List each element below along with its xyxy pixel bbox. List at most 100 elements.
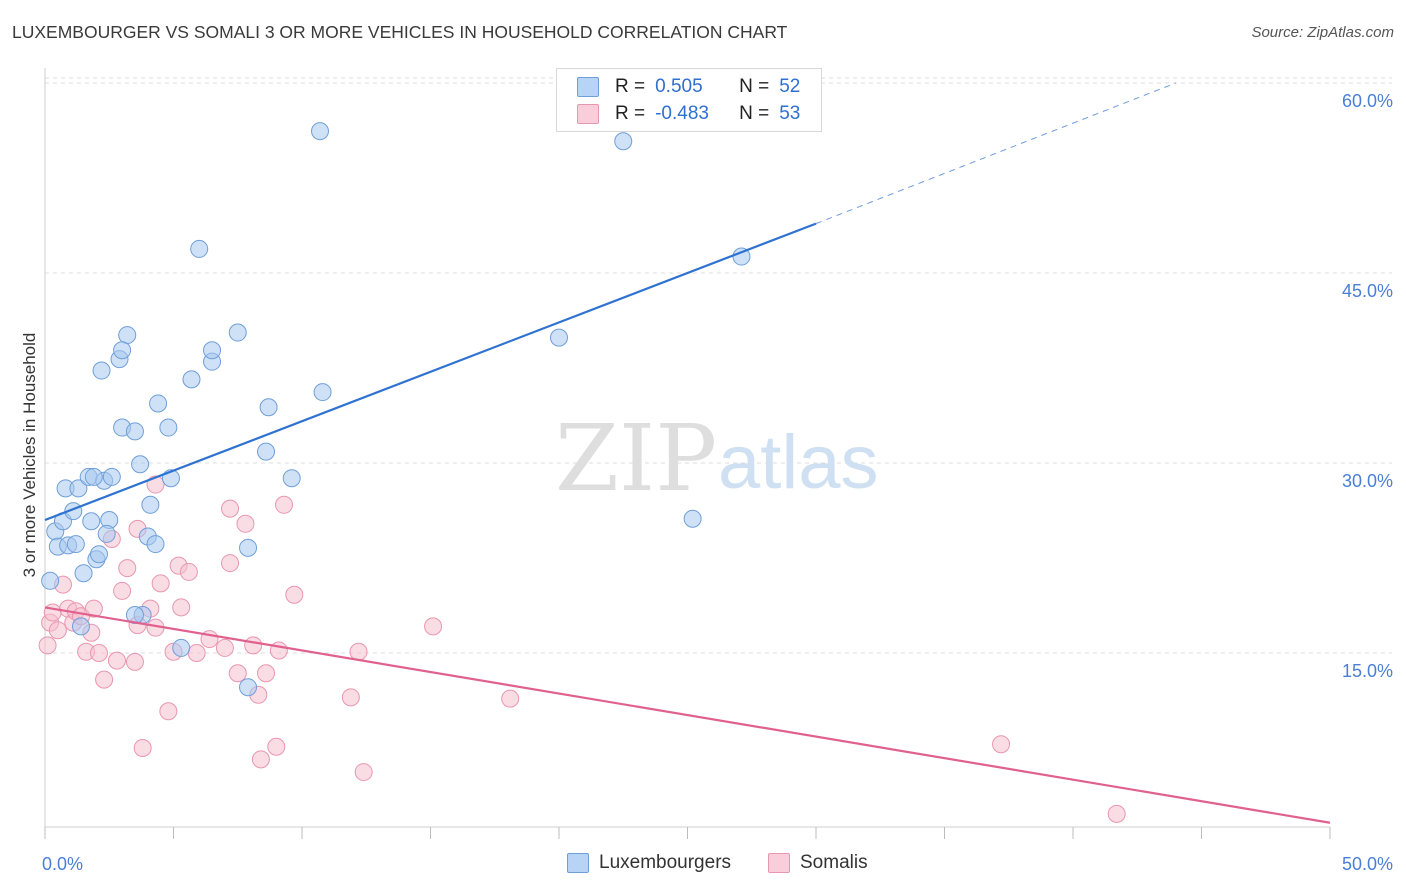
- data-point-somalis: [228, 664, 247, 683]
- data-point-somalis: [151, 574, 170, 593]
- data-point-somalis: [95, 670, 114, 689]
- data-point-luxembourgers: [41, 571, 60, 590]
- data-point-luxembourgers: [102, 467, 121, 486]
- data-point-luxembourgers: [125, 422, 144, 441]
- data-point-somalis: [244, 636, 263, 655]
- grid-lines: [45, 77, 1392, 654]
- data-point-luxembourgers: [182, 370, 201, 389]
- data-point-luxembourgers: [82, 512, 101, 531]
- data-point-somalis: [43, 603, 62, 622]
- legend-r-label: R =: [615, 76, 646, 97]
- data-point-somalis: [84, 599, 103, 618]
- data-point-somalis: [172, 598, 191, 617]
- legend-swatch-blue: [567, 853, 589, 873]
- trend-lines: [44, 82, 1331, 824]
- legend-r-value: -0.483: [655, 103, 709, 124]
- data-point-luxembourgers: [118, 326, 137, 345]
- legend-n-value: 52: [779, 76, 801, 97]
- legend-swatch-pink: [768, 853, 790, 873]
- data-point-luxembourgers: [683, 509, 702, 528]
- data-point-somalis: [125, 652, 144, 671]
- axes: [44, 68, 1331, 839]
- data-point-somalis: [1107, 804, 1126, 823]
- data-point-luxembourgers: [66, 535, 85, 554]
- data-point-somalis: [133, 739, 152, 757]
- data-point-somalis: [215, 638, 234, 657]
- data-point-somalis: [501, 689, 520, 708]
- data-point-somalis: [349, 642, 368, 661]
- x-tick-label: 0.0%: [42, 854, 83, 874]
- data-point-luxembourgers: [71, 617, 90, 636]
- data-point-luxembourgers: [614, 132, 633, 151]
- data-point-somalis: [267, 737, 286, 756]
- data-point-luxembourgers: [190, 239, 209, 258]
- chart-source: Source: ZipAtlas.com: [1251, 24, 1394, 41]
- legend-swatch-blue: [577, 77, 599, 97]
- legend-row-luxembourgers: R = 0.505 N = 52: [577, 74, 800, 100]
- trend-line-luxembourgers-extension: [815, 82, 1176, 225]
- data-point-somalis: [159, 702, 178, 721]
- data-point-luxembourgers: [259, 398, 278, 417]
- data-point-somalis: [107, 651, 126, 670]
- data-point-somalis: [236, 514, 255, 533]
- data-point-luxembourgers: [97, 524, 116, 543]
- data-point-luxembourgers: [84, 467, 103, 486]
- legend-n-label: N =: [739, 76, 770, 97]
- watermark-atlas: atlas: [718, 420, 879, 505]
- legend-swatch-pink: [577, 104, 599, 124]
- data-point-somalis: [221, 499, 240, 518]
- data-point-somalis: [424, 617, 443, 636]
- data-point-luxembourgers: [282, 469, 301, 488]
- data-points: [38, 122, 1126, 823]
- data-point-somalis: [38, 636, 57, 655]
- data-point-somalis: [187, 644, 206, 662]
- legend-label-somalis: Somalis: [800, 852, 868, 873]
- y-tick-label: 60.0%: [1342, 91, 1393, 111]
- data-point-somalis: [179, 562, 198, 581]
- data-point-luxembourgers: [239, 538, 258, 557]
- legend-label-luxembourgers: Luxembourgers: [599, 852, 732, 873]
- legend-r-value: 0.505: [655, 76, 703, 97]
- chart-title: LUXEMBOURGER VS SOMALI 3 OR MORE VEHICLE…: [12, 22, 788, 42]
- data-point-luxembourgers: [228, 323, 247, 342]
- data-point-somalis: [992, 735, 1011, 754]
- trend-line-somalis: [44, 606, 1331, 824]
- y-tick-label: 15.0%: [1342, 661, 1393, 681]
- bottom-legend-luxembourgers: Luxembourgers: [567, 852, 731, 874]
- data-point-luxembourgers: [131, 455, 150, 474]
- legend-row-somalis: R = -0.483 N = 53: [577, 101, 800, 127]
- bottom-legend-somalis: Somalis: [768, 852, 868, 874]
- data-point-somalis: [118, 559, 137, 578]
- data-point-somalis: [341, 688, 360, 707]
- data-point-somalis: [221, 554, 240, 573]
- data-point-luxembourgers: [313, 383, 332, 402]
- watermark-zip: ZIP: [555, 405, 717, 512]
- data-point-somalis: [251, 750, 270, 769]
- data-point-luxembourgers: [172, 638, 191, 657]
- data-point-somalis: [113, 581, 132, 600]
- data-point-luxembourgers: [550, 328, 568, 347]
- trend-line-luxembourgers: [44, 222, 817, 522]
- x-tick-label: 50.0%: [1342, 854, 1393, 874]
- data-point-somalis: [275, 495, 294, 514]
- data-point-luxembourgers: [159, 418, 178, 437]
- tick-labels: 15.0% 30.0% 45.0% 60.0% 0.0% 50.0% 3 or more V…: [20, 91, 1393, 874]
- y-axis-label: 3 or more Vehicles in Household: [20, 333, 39, 578]
- data-point-somalis: [48, 621, 67, 640]
- data-point-somalis: [89, 644, 108, 662]
- data-point-somalis: [354, 763, 373, 782]
- data-point-luxembourgers: [203, 341, 222, 360]
- data-point-somalis: [285, 585, 304, 604]
- data-point-luxembourgers: [74, 564, 93, 583]
- data-point-luxembourgers: [113, 341, 132, 360]
- legend-n-label: N =: [739, 103, 770, 124]
- data-point-luxembourgers: [141, 495, 160, 514]
- watermark: ZIP atlas: [555, 405, 879, 512]
- data-point-luxembourgers: [92, 361, 111, 380]
- y-tick-label: 30.0%: [1342, 471, 1393, 491]
- data-point-luxembourgers: [310, 122, 329, 141]
- data-point-luxembourgers: [149, 394, 168, 413]
- data-point-luxembourgers: [69, 479, 88, 498]
- stats-legend: R = 0.505 N = 52 R = -0.483 N = 53: [556, 68, 822, 132]
